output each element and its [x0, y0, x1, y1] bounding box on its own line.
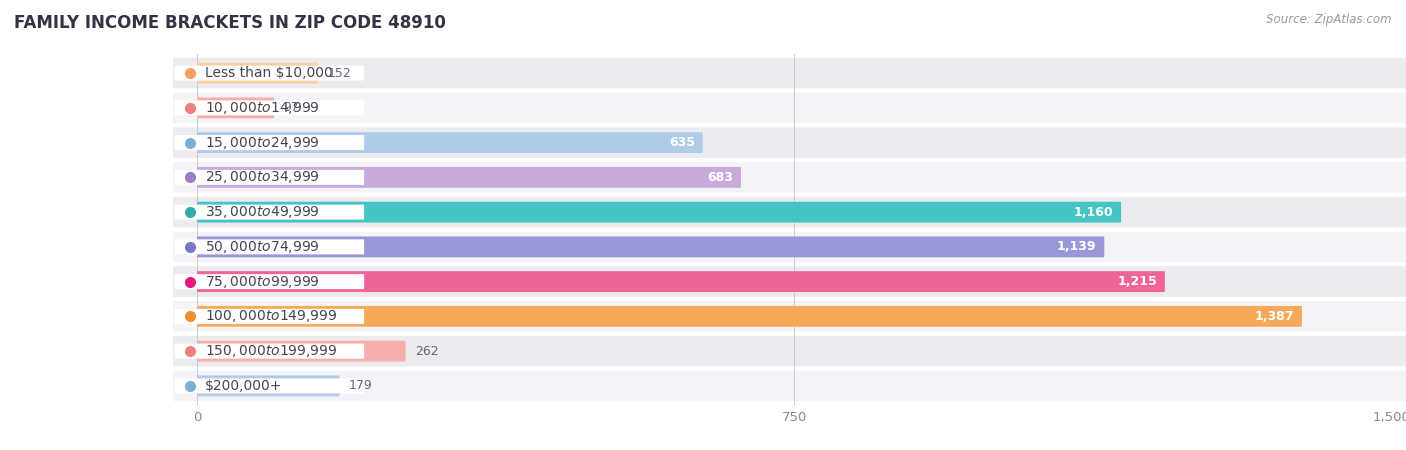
- FancyBboxPatch shape: [173, 58, 1406, 88]
- FancyBboxPatch shape: [173, 162, 1406, 193]
- FancyBboxPatch shape: [174, 239, 364, 254]
- FancyBboxPatch shape: [174, 309, 364, 324]
- Text: $100,000 to $149,999: $100,000 to $149,999: [205, 308, 337, 324]
- FancyBboxPatch shape: [197, 341, 405, 361]
- Text: FAMILY INCOME BRACKETS IN ZIP CODE 48910: FAMILY INCOME BRACKETS IN ZIP CODE 48910: [14, 14, 446, 32]
- Text: 635: 635: [669, 136, 695, 149]
- FancyBboxPatch shape: [174, 344, 364, 359]
- Text: $200,000+: $200,000+: [205, 379, 283, 393]
- FancyBboxPatch shape: [174, 170, 364, 185]
- FancyBboxPatch shape: [197, 98, 274, 118]
- FancyBboxPatch shape: [173, 301, 1406, 332]
- FancyBboxPatch shape: [174, 378, 364, 393]
- Text: $35,000 to $49,999: $35,000 to $49,999: [205, 204, 319, 220]
- Text: $10,000 to $14,999: $10,000 to $14,999: [205, 100, 319, 116]
- Text: 1,215: 1,215: [1118, 275, 1157, 288]
- FancyBboxPatch shape: [174, 274, 364, 289]
- FancyBboxPatch shape: [197, 202, 1121, 223]
- Text: 1,139: 1,139: [1057, 240, 1097, 253]
- FancyBboxPatch shape: [173, 371, 1406, 401]
- Text: Source: ZipAtlas.com: Source: ZipAtlas.com: [1267, 14, 1392, 27]
- FancyBboxPatch shape: [173, 127, 1406, 158]
- Text: 262: 262: [415, 345, 439, 358]
- FancyBboxPatch shape: [174, 205, 364, 220]
- Text: 179: 179: [349, 379, 373, 392]
- Text: 97: 97: [284, 101, 299, 114]
- FancyBboxPatch shape: [197, 271, 1166, 292]
- Text: 683: 683: [707, 171, 733, 184]
- Text: $50,000 to $74,999: $50,000 to $74,999: [205, 239, 319, 255]
- Text: $15,000 to $24,999: $15,000 to $24,999: [205, 135, 319, 151]
- Text: $25,000 to $34,999: $25,000 to $34,999: [205, 169, 319, 185]
- FancyBboxPatch shape: [173, 266, 1406, 297]
- FancyBboxPatch shape: [197, 167, 741, 188]
- FancyBboxPatch shape: [174, 66, 364, 81]
- FancyBboxPatch shape: [197, 132, 703, 153]
- Text: 1,160: 1,160: [1073, 206, 1114, 219]
- FancyBboxPatch shape: [197, 375, 339, 396]
- FancyBboxPatch shape: [173, 197, 1406, 227]
- Text: $75,000 to $99,999: $75,000 to $99,999: [205, 274, 319, 290]
- FancyBboxPatch shape: [174, 100, 364, 115]
- FancyBboxPatch shape: [197, 63, 318, 84]
- FancyBboxPatch shape: [173, 93, 1406, 123]
- Text: Less than $10,000: Less than $10,000: [205, 66, 333, 80]
- FancyBboxPatch shape: [174, 135, 364, 150]
- FancyBboxPatch shape: [173, 232, 1406, 262]
- FancyBboxPatch shape: [197, 306, 1302, 327]
- FancyBboxPatch shape: [173, 336, 1406, 366]
- FancyBboxPatch shape: [197, 236, 1104, 257]
- Text: $150,000 to $199,999: $150,000 to $199,999: [205, 343, 337, 359]
- Text: 1,387: 1,387: [1254, 310, 1294, 323]
- Text: 152: 152: [328, 67, 352, 80]
